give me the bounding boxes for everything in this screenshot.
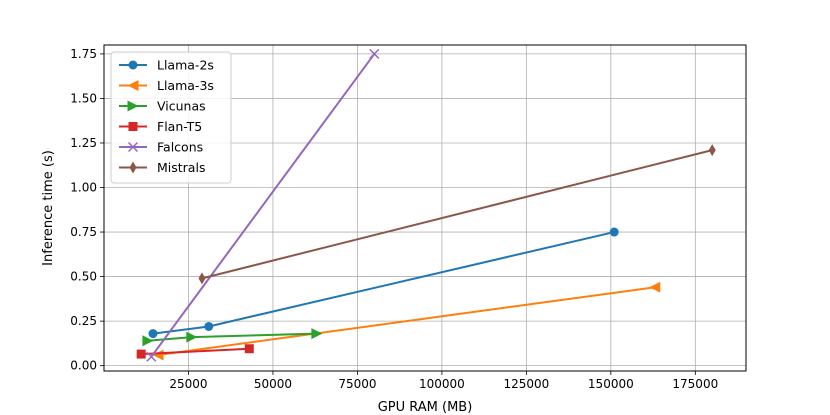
x-tick-label: 75000 xyxy=(338,377,376,391)
legend-marker xyxy=(127,100,139,112)
data-point xyxy=(204,321,214,331)
x-tick-label: 175000 xyxy=(672,377,718,391)
legend-item-falcons: Falcons xyxy=(119,140,203,155)
y-tick-label: 1.00 xyxy=(70,181,97,195)
data-point xyxy=(148,329,158,339)
series-mistrals xyxy=(198,144,716,285)
y-tick-label: 0.75 xyxy=(70,225,97,239)
grid xyxy=(104,45,746,371)
legend-label: Llama-2s xyxy=(157,58,214,73)
legend-label: Llama-3s xyxy=(157,78,214,93)
legend-item-flan-t5: Flan-T5 xyxy=(119,119,202,134)
legend-item-llama-3s: Llama-3s xyxy=(119,78,214,93)
data-point xyxy=(649,281,661,293)
y-axis-label: Inference time (s) xyxy=(41,150,56,266)
legend-label: Flan-T5 xyxy=(157,119,202,134)
data-point xyxy=(142,335,154,347)
y-tick-label: 0.00 xyxy=(70,359,97,373)
legend-label: Mistrals xyxy=(157,160,205,175)
series-line xyxy=(152,231,615,335)
data-point xyxy=(186,331,198,343)
x-tick-label: 25000 xyxy=(169,377,207,391)
series-line xyxy=(157,286,655,356)
x-tick-label: 125000 xyxy=(503,377,549,391)
data-point xyxy=(146,351,157,362)
x-axis-label: GPU RAM (MB) xyxy=(378,400,473,415)
data-point xyxy=(244,344,254,354)
data-point xyxy=(708,144,716,157)
data-point xyxy=(198,272,206,285)
data-point xyxy=(136,349,146,359)
y-tick-label: 0.50 xyxy=(70,270,97,284)
series-falcons xyxy=(146,48,380,362)
plot-frame xyxy=(103,44,747,372)
x-tick-label: 100000 xyxy=(419,377,465,391)
data-point xyxy=(311,328,323,340)
legend-label: Vicunas xyxy=(157,99,206,114)
legend-marker xyxy=(128,122,138,131)
data-point xyxy=(609,227,619,237)
legend-marker xyxy=(127,80,139,91)
y-tick-label: 1.50 xyxy=(70,91,97,105)
data-point xyxy=(369,48,380,59)
legend-label: Falcons xyxy=(157,140,203,155)
series-line xyxy=(201,149,713,280)
series-vicunas xyxy=(142,328,323,347)
x-marker-stroke xyxy=(127,141,139,153)
y-tick-label: 1.25 xyxy=(70,136,97,150)
series-flan-t5 xyxy=(136,344,254,359)
y-tick-label: 1.75 xyxy=(70,47,97,61)
legend-marker xyxy=(128,60,138,70)
x-marker-stroke xyxy=(146,351,157,362)
x-tick-label: 150000 xyxy=(588,377,634,391)
legend: Llama-2s Llama-3s Vicunas Flan-T5 Falcons Mis… xyxy=(110,51,232,184)
x-marker-stroke xyxy=(369,48,380,59)
legend-marker xyxy=(127,141,139,153)
series-line xyxy=(141,347,250,356)
legend-item-llama-2s: Llama-2s xyxy=(119,58,214,73)
axis-ticks: 25000 50000 75000 100000 125000 150000 175000 0… xyxy=(70,47,718,391)
series-line xyxy=(150,53,376,358)
legend-marker xyxy=(129,161,137,174)
legend-item-vicunas: Vicunas xyxy=(119,99,206,114)
x-tick-label: 50000 xyxy=(254,377,292,391)
y-tick-label: 0.25 xyxy=(70,314,97,328)
legend-item-mistrals: Mistrals xyxy=(119,160,205,175)
series-llama-2s xyxy=(148,227,619,339)
series-layer xyxy=(136,48,716,362)
